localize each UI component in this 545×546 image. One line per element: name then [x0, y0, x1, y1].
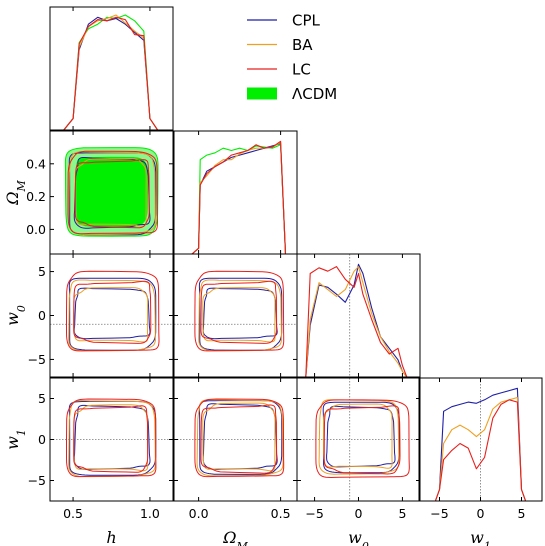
- contour-BA-1sigma: [202, 287, 276, 343]
- legend-label-CPL: CPL: [292, 12, 321, 30]
- y-tick-label: 0: [38, 308, 46, 323]
- x-axis-label-h: h: [106, 528, 116, 546]
- panel-w1-vs-om: 0.0 0.5: [173, 377, 298, 521]
- x-tick-label: 5: [518, 506, 526, 521]
- y-axis-label-om: ΩM: [3, 180, 28, 206]
- panel-w1-vs-h: 0.5 1.0 −5 0 5: [28, 377, 174, 521]
- panel-frame: [296, 253, 421, 378]
- x-tick-label: 0.5: [63, 506, 83, 521]
- panel-h-vs-h: [49, 6, 174, 131]
- panel-frame: [49, 6, 174, 131]
- contour-BA-1sigma: [202, 402, 276, 472]
- x-tick-label: 0: [355, 506, 363, 521]
- panel-w1-vs-w0: −5 0 5: [296, 377, 421, 521]
- y-tick-label: 5: [38, 264, 46, 279]
- contour-CPL-2sigma: [68, 400, 157, 476]
- contour-ΛCDM-1sigma: [75, 156, 148, 227]
- marginal-LC: [63, 16, 159, 131]
- contour-LC-2sigma: [194, 398, 285, 478]
- marginal-BA: [434, 396, 527, 502]
- marginal-ΛCDM: [191, 144, 287, 255]
- marginal-LC: [434, 399, 527, 502]
- contour-BA-1sigma: [323, 403, 393, 469]
- panel-om-vs-h: 0.0 0.2 0.4: [26, 130, 174, 255]
- contour-LC-1sigma: [323, 405, 401, 475]
- contour-BA-1sigma: [73, 287, 149, 343]
- panel-frame: [173, 253, 298, 378]
- x-axis-label-w1: w1: [470, 528, 491, 546]
- contour-LC-2sigma: [66, 270, 160, 352]
- panel-frame: [49, 253, 174, 378]
- contour-LC-1sigma: [200, 280, 278, 344]
- contour-LC-2sigma: [315, 399, 410, 479]
- contour-BA-2sigma: [68, 151, 156, 236]
- marginal-LC: [191, 140, 287, 255]
- marginal-CPL: [305, 263, 408, 378]
- panel-om-vs-om: [173, 130, 298, 255]
- x-tick-label: −5: [430, 506, 448, 521]
- y-tick-label: −5: [28, 352, 46, 367]
- x-tick-label: 1.0: [140, 506, 160, 521]
- marginal-ΛCDM: [63, 14, 159, 131]
- contour-LC-1sigma: [73, 405, 149, 473]
- contour-LC-1sigma: [73, 280, 152, 344]
- panel-w0-vs-om: [173, 253, 298, 378]
- panel-w0-vs-w0: [296, 253, 421, 378]
- legend-label-BA: BA: [292, 36, 313, 54]
- y-tick-label: 0.2: [26, 189, 46, 204]
- marginal-CPL: [434, 387, 527, 502]
- marginal-LC: [305, 266, 408, 378]
- x-tick-label: 0: [477, 506, 485, 521]
- contour-CPL-1sigma: [73, 287, 151, 340]
- y-axis-label-w0: w0: [3, 305, 28, 326]
- contour-CPL-2sigma: [198, 400, 283, 475]
- contour-LC-1sigma: [200, 404, 278, 474]
- legend-swatch-ΛCDM: [247, 87, 277, 100]
- x-tick-label: 0.5: [271, 506, 291, 521]
- legend: CPL BA LC ΛCDM: [247, 12, 337, 103]
- panels: 0.0 0.2 0.4 −5 0 5 0.5 1.0 −5 0 5 0.0 0.5 −5 0 5 −5 0 5 h ΩM…: [3, 6, 543, 546]
- contour-CPL-1sigma: [73, 404, 151, 470]
- x-tick-label: −5: [305, 506, 323, 521]
- contour-BA-2sigma: [196, 399, 284, 477]
- marginal-BA: [191, 141, 287, 255]
- contour-CPL-1sigma: [326, 405, 396, 468]
- x-tick-label: 0.0: [189, 506, 209, 521]
- y-tick-label: 0.0: [26, 222, 46, 237]
- y-axis-label-w1: w1: [3, 429, 28, 450]
- contour-BA-2sigma: [68, 399, 156, 478]
- contour-CPL-2sigma: [322, 401, 400, 474]
- contour-CPL-1sigma: [202, 403, 278, 470]
- legend-label-ΛCDM: ΛCDM: [292, 85, 337, 103]
- x-axis-label-w0: w0: [348, 528, 369, 546]
- x-axis-label-om: ΩM: [222, 528, 248, 546]
- marginal-CPL: [191, 143, 287, 255]
- contour-BA-1sigma: [73, 404, 149, 472]
- y-tick-label: −5: [28, 473, 46, 488]
- contour-LC-1sigma: [74, 159, 150, 229]
- contour-LC-2sigma: [194, 270, 285, 352]
- contour-LC-2sigma: [66, 398, 157, 478]
- legend-label-LC: LC: [292, 61, 311, 79]
- y-tick-label: 0.4: [26, 156, 46, 171]
- x-tick-label: 5: [398, 506, 406, 521]
- contour-LC-2sigma: [67, 150, 159, 235]
- contour-CPL-1sigma: [202, 287, 278, 340]
- panel-w0-vs-h: −5 0 5: [28, 253, 174, 378]
- panel-w1-vs-w1: −5 0 5: [418, 377, 543, 521]
- y-tick-label: 5: [38, 391, 46, 406]
- y-tick-label: 0: [38, 432, 46, 447]
- contour-BA-2sigma: [318, 399, 400, 475]
- marginal-BA: [305, 266, 408, 378]
